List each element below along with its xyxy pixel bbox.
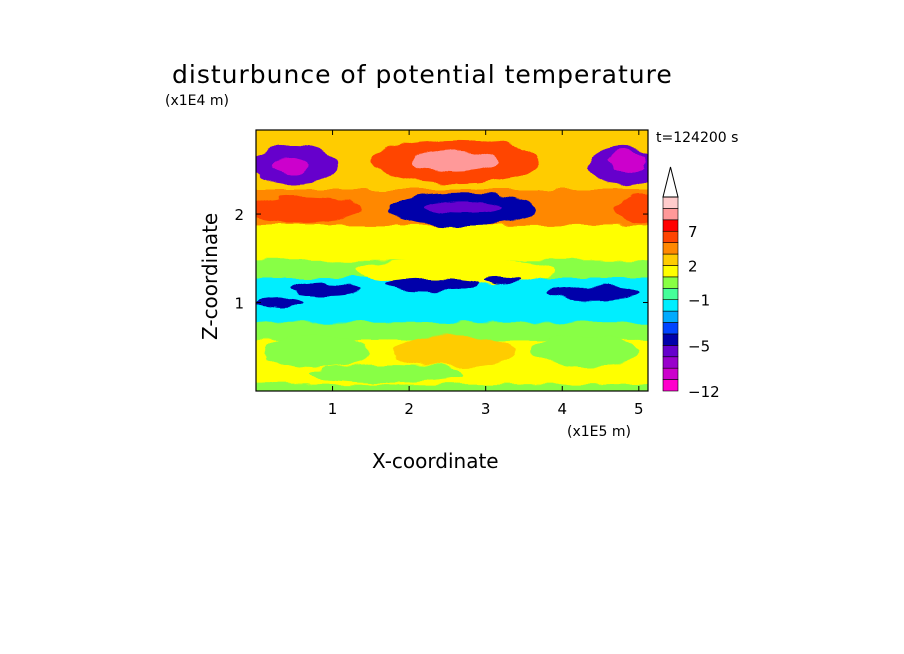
x-axis-ticks: 1 2 3 4 5: [328, 130, 644, 418]
colorbar-swatch: [662, 253, 679, 266]
plot-frame: [255, 129, 649, 392]
contour-feature: [290, 283, 360, 296]
x-tick-label: 3: [481, 400, 491, 418]
contour-feature: [386, 279, 479, 291]
x-tick-label: 5: [634, 400, 644, 418]
contour-feature: [393, 335, 517, 368]
z-axis-unit: (x1E4 m): [165, 93, 229, 109]
contour-feature: [256, 196, 360, 223]
colorbar: 7 2 −1 −5 −12: [662, 166, 720, 401]
contour-feature: [615, 196, 648, 223]
colorbar-swatch: [662, 265, 679, 278]
contour-band: [256, 318, 648, 340]
x-tick-label: 2: [404, 400, 414, 418]
y-tick-label: 1: [234, 295, 244, 313]
contour-feature: [531, 335, 639, 368]
contour-feature: [424, 199, 501, 215]
contour-band: [256, 220, 648, 261]
y-tick-label: 2: [234, 206, 244, 224]
colorbar-swatch: [662, 196, 679, 209]
colorbar-swatch: [662, 310, 679, 323]
colorbar-swatch: [662, 367, 679, 380]
colorbar-swatch: [662, 276, 679, 289]
colorbar-extend-arrow: [662, 166, 679, 198]
colorbar-label: 7: [688, 223, 698, 241]
colorbar-label: −5: [688, 337, 710, 355]
contour-feature: [256, 298, 302, 307]
colorbar-swatch: [662, 219, 679, 232]
contour-feature: [309, 364, 463, 383]
temperature-field: [256, 130, 648, 391]
colorbar-swatch: [662, 333, 679, 346]
colorbar-swatch: [662, 242, 679, 255]
time-label: t=124200 s: [656, 130, 739, 146]
colorbar-swatch: [662, 299, 679, 312]
colorbar-swatch: [662, 356, 679, 369]
colorbar-swatch: [662, 379, 679, 392]
y-axis-ticks: 12: [234, 206, 648, 313]
contour-feature: [271, 156, 310, 175]
contour-feature: [481, 276, 521, 284]
colorbar-swatch: [662, 287, 679, 301]
colorbar-swatch: [662, 208, 679, 221]
contour-feature: [412, 150, 498, 172]
chart-title: disturbunce of potential temperature: [172, 60, 673, 89]
colorbar-label: 2: [688, 257, 698, 275]
x-tick-label: 4: [557, 400, 567, 418]
contour-band: [256, 380, 648, 391]
contour-feature: [546, 286, 639, 301]
contour-feature: [608, 150, 647, 172]
x-axis-label: X-coordinate: [372, 449, 499, 473]
x-tick-label: 1: [328, 400, 338, 418]
colorbar-swatch: [662, 230, 679, 243]
colorbar-swatch: [662, 345, 679, 358]
colorbar-swatch: [662, 322, 679, 335]
colorbar-label: −12: [688, 383, 720, 401]
x-axis-unit: (x1E5 m): [567, 424, 631, 440]
colorbar-label: −1: [688, 292, 710, 310]
contour-feature: [263, 335, 371, 368]
